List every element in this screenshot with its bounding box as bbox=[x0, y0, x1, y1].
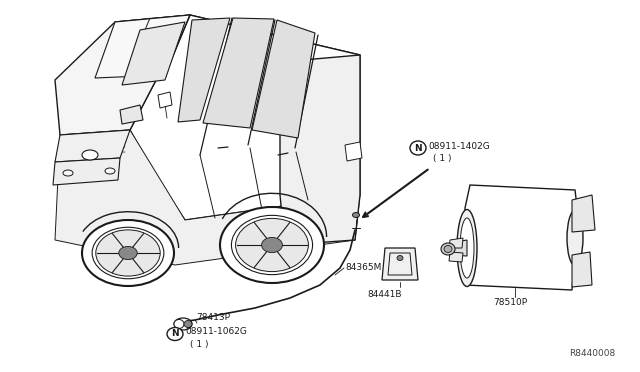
Polygon shape bbox=[345, 142, 362, 161]
Polygon shape bbox=[252, 20, 315, 138]
Polygon shape bbox=[53, 158, 120, 185]
Ellipse shape bbox=[82, 220, 174, 286]
Ellipse shape bbox=[63, 170, 73, 176]
Polygon shape bbox=[115, 15, 360, 62]
Ellipse shape bbox=[92, 227, 164, 279]
Ellipse shape bbox=[184, 321, 192, 327]
Ellipse shape bbox=[262, 237, 282, 253]
Text: 84365M: 84365M bbox=[345, 263, 381, 273]
Polygon shape bbox=[450, 240, 467, 256]
Ellipse shape bbox=[167, 327, 183, 340]
Ellipse shape bbox=[105, 168, 115, 174]
Ellipse shape bbox=[174, 320, 184, 328]
Text: 84441B: 84441B bbox=[368, 290, 403, 299]
Ellipse shape bbox=[96, 230, 160, 276]
Ellipse shape bbox=[220, 207, 324, 283]
Ellipse shape bbox=[353, 212, 360, 218]
Polygon shape bbox=[572, 195, 595, 232]
Ellipse shape bbox=[82, 150, 98, 160]
Polygon shape bbox=[449, 238, 463, 248]
Ellipse shape bbox=[236, 218, 308, 272]
Text: ( 1 ): ( 1 ) bbox=[190, 340, 209, 349]
Ellipse shape bbox=[457, 209, 477, 286]
Polygon shape bbox=[55, 130, 130, 162]
Ellipse shape bbox=[444, 246, 452, 253]
Ellipse shape bbox=[119, 246, 137, 260]
Text: N: N bbox=[414, 144, 422, 153]
Ellipse shape bbox=[441, 243, 455, 255]
Text: R8440008: R8440008 bbox=[569, 349, 615, 358]
Polygon shape bbox=[178, 18, 230, 122]
Polygon shape bbox=[280, 55, 360, 245]
Ellipse shape bbox=[567, 211, 583, 266]
Text: ( 1 ): ( 1 ) bbox=[433, 154, 451, 163]
Polygon shape bbox=[55, 130, 360, 265]
Polygon shape bbox=[449, 252, 463, 262]
Polygon shape bbox=[120, 105, 143, 124]
Ellipse shape bbox=[232, 215, 312, 275]
Text: 78510P: 78510P bbox=[493, 298, 527, 307]
Text: 08911-1402G: 08911-1402G bbox=[428, 141, 490, 151]
Text: N: N bbox=[171, 330, 179, 339]
Ellipse shape bbox=[397, 256, 403, 260]
Ellipse shape bbox=[460, 218, 474, 278]
Text: 08911-1062G: 08911-1062G bbox=[185, 327, 247, 337]
Polygon shape bbox=[130, 15, 360, 220]
Polygon shape bbox=[382, 248, 418, 280]
Polygon shape bbox=[572, 252, 592, 287]
Polygon shape bbox=[55, 15, 190, 135]
Polygon shape bbox=[95, 15, 190, 78]
Text: 78413P: 78413P bbox=[196, 314, 230, 323]
Polygon shape bbox=[158, 92, 172, 108]
Ellipse shape bbox=[410, 141, 426, 155]
Polygon shape bbox=[465, 185, 578, 290]
Polygon shape bbox=[203, 18, 274, 128]
Ellipse shape bbox=[174, 318, 192, 330]
Polygon shape bbox=[122, 22, 185, 85]
